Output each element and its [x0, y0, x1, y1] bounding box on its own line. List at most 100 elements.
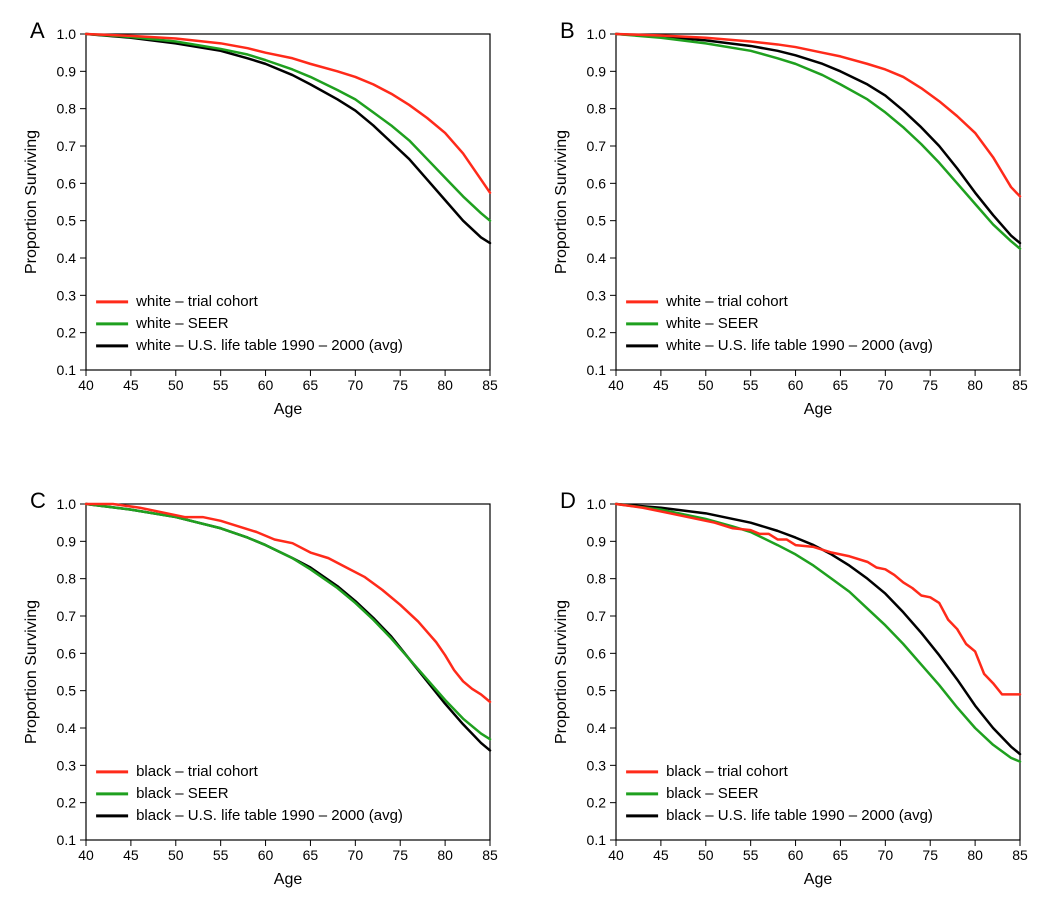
xtick-label: 40 [608, 847, 624, 863]
ytick-label: 0.6 [57, 175, 77, 191]
panel-label-C: C [30, 488, 46, 514]
panel-B: B404550556065707580850.10.20.30.40.50.60… [550, 20, 1030, 420]
ytick-label: 0.8 [587, 571, 607, 587]
ytick-label: 0.9 [587, 63, 607, 79]
xtick-label: 85 [482, 377, 498, 393]
series-life [86, 34, 490, 243]
ytick-label: 0.5 [57, 683, 77, 699]
xtick-label: 45 [123, 377, 139, 393]
ytick-label: 1.0 [587, 26, 607, 42]
xtick-label: 70 [348, 847, 364, 863]
chart-svg: 404550556065707580850.10.20.30.40.50.60.… [550, 20, 1030, 420]
xtick-label: 55 [743, 847, 759, 863]
ytick-label: 0.5 [587, 213, 607, 229]
xtick-label: 70 [878, 377, 894, 393]
xtick-label: 50 [168, 847, 184, 863]
xtick-label: 80 [437, 377, 453, 393]
xtick-label: 40 [78, 377, 94, 393]
ytick-label: 0.2 [587, 795, 607, 811]
ytick-label: 0.1 [587, 832, 607, 848]
legend-label-trial: white – trial cohort [665, 293, 789, 310]
panel-A: A404550556065707580850.10.20.30.40.50.60… [20, 20, 500, 420]
ytick-label: 0.4 [587, 720, 607, 736]
xlabel: Age [274, 871, 303, 888]
ylabel: Proportion Surviving [23, 130, 40, 274]
legend-label-trial: black – trial cohort [136, 763, 259, 780]
legend-label-seer: white – SEER [135, 315, 229, 332]
series-seer [86, 34, 490, 221]
ytick-label: 0.1 [57, 832, 77, 848]
xlabel: Age [274, 401, 303, 418]
legend-label-trial: white – trial cohort [135, 293, 259, 310]
ytick-label: 0.7 [57, 608, 77, 624]
xtick-label: 60 [788, 377, 804, 393]
ytick-label: 0.4 [587, 250, 607, 266]
series-seer [86, 504, 490, 739]
panel-D: D404550556065707580850.10.20.30.40.50.60… [550, 490, 1030, 890]
ytick-label: 0.7 [587, 138, 607, 154]
xtick-label: 55 [743, 377, 759, 393]
xtick-label: 85 [482, 847, 498, 863]
xtick-label: 60 [258, 377, 274, 393]
xtick-label: 40 [78, 847, 94, 863]
series-trial [86, 34, 490, 193]
ytick-label: 1.0 [57, 496, 77, 512]
ytick-label: 0.9 [57, 63, 77, 79]
series-trial [616, 504, 1020, 694]
series-life [616, 504, 1020, 754]
ytick-label: 0.8 [57, 101, 77, 117]
ylabel: Proportion Surviving [553, 600, 570, 744]
xtick-label: 75 [392, 377, 408, 393]
xtick-label: 45 [653, 377, 669, 393]
legend-label-life: black – U.S. life table 1990 – 2000 (avg… [136, 807, 403, 824]
xtick-label: 70 [878, 847, 894, 863]
ytick-label: 1.0 [587, 496, 607, 512]
chart-svg: 404550556065707580850.10.20.30.40.50.60.… [20, 20, 500, 420]
xtick-label: 50 [168, 377, 184, 393]
series-trial [86, 504, 490, 702]
xtick-label: 65 [833, 377, 849, 393]
panel-C: C404550556065707580850.10.20.30.40.50.60… [20, 490, 500, 890]
ytick-label: 0.6 [587, 645, 607, 661]
ytick-label: 0.2 [57, 325, 77, 341]
ytick-label: 0.4 [57, 250, 77, 266]
xtick-label: 50 [698, 847, 714, 863]
panel-label-D: D [560, 488, 576, 514]
ytick-label: 0.2 [587, 325, 607, 341]
ytick-label: 0.1 [57, 362, 77, 378]
xlabel: Age [804, 871, 833, 888]
xtick-label: 80 [437, 847, 453, 863]
xtick-label: 65 [833, 847, 849, 863]
xtick-label: 80 [967, 377, 983, 393]
xtick-label: 85 [1012, 377, 1028, 393]
legend-label-seer: black – SEER [666, 785, 759, 802]
xtick-label: 80 [967, 847, 983, 863]
xtick-label: 50 [698, 377, 714, 393]
xlabel: Age [804, 401, 833, 418]
xtick-label: 75 [392, 847, 408, 863]
ytick-label: 0.2 [57, 795, 77, 811]
panel-label-A: A [30, 18, 45, 44]
legend-label-life: white – U.S. life table 1990 – 2000 (avg… [665, 337, 933, 354]
ytick-label: 0.3 [587, 287, 607, 303]
chart-svg: 404550556065707580850.10.20.30.40.50.60.… [550, 490, 1030, 890]
ytick-label: 0.3 [57, 287, 77, 303]
chart-svg: 404550556065707580850.10.20.30.40.50.60.… [20, 490, 500, 890]
xtick-label: 65 [303, 377, 319, 393]
ytick-label: 0.1 [587, 362, 607, 378]
ytick-label: 0.7 [587, 608, 607, 624]
xtick-label: 75 [922, 377, 938, 393]
xtick-label: 55 [213, 847, 229, 863]
xtick-label: 70 [348, 377, 364, 393]
ytick-label: 0.4 [57, 720, 77, 736]
series-life [86, 504, 490, 750]
xtick-label: 55 [213, 377, 229, 393]
xtick-label: 60 [258, 847, 274, 863]
ytick-label: 0.7 [57, 138, 77, 154]
xtick-label: 45 [653, 847, 669, 863]
ytick-label: 0.3 [587, 757, 607, 773]
ytick-label: 0.8 [587, 101, 607, 117]
ytick-label: 0.8 [57, 571, 77, 587]
legend-label-life: black – U.S. life table 1990 – 2000 (avg… [666, 807, 933, 824]
ytick-label: 0.6 [57, 645, 77, 661]
